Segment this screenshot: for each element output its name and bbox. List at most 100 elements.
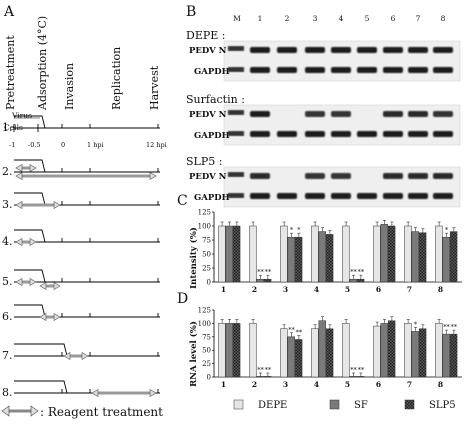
lane-label: M — [233, 14, 241, 23]
bar — [356, 278, 365, 283]
gapdh-band — [383, 193, 403, 199]
virus-step — [14, 159, 46, 173]
significance-mark: ** — [257, 268, 264, 276]
legend-label: DEPE — [258, 400, 287, 411]
bar — [380, 323, 388, 378]
bar — [349, 278, 357, 283]
panel-label-d: D — [177, 291, 188, 307]
stage-label: Harvest — [148, 65, 161, 110]
row-number: 3. — [2, 198, 13, 211]
x-tick-label: 2 — [252, 380, 257, 389]
bar — [449, 231, 458, 283]
schedule-row: 2. — [2, 159, 160, 181]
band-label: GAPDH — [194, 131, 230, 141]
schedule-row: 8. — [2, 380, 160, 399]
time-label: 0 — [61, 141, 65, 149]
y-tick-label: 125 — [198, 209, 211, 217]
lane-label: 5 — [365, 14, 370, 23]
time-label: 1 hpi — [87, 141, 104, 149]
pedv-band — [408, 111, 428, 117]
bar — [449, 333, 458, 378]
marker-band — [228, 67, 244, 72]
bar — [318, 320, 326, 378]
bar — [249, 225, 257, 283]
bar — [404, 225, 412, 283]
double-arrow-icon — [15, 163, 37, 173]
x-tick-label: 3 — [283, 285, 288, 294]
band-label: GAPDH — [194, 193, 230, 203]
bar — [280, 328, 288, 378]
virus-step — [14, 229, 46, 243]
band-label: PEDV N — [189, 46, 227, 56]
gapdh-band — [250, 67, 270, 73]
panel-label-c: C — [177, 193, 188, 209]
gapdh-band — [408, 67, 428, 73]
pedv-band — [277, 47, 297, 53]
chart-d-ylabel: RNA level (%) — [188, 321, 199, 387]
bar — [218, 225, 226, 283]
bar — [311, 225, 319, 283]
bar — [294, 339, 303, 378]
significance-mark: ** — [265, 268, 272, 276]
bar — [411, 331, 419, 378]
bar — [225, 225, 233, 283]
legend-swatch — [329, 399, 340, 410]
bar — [418, 232, 427, 283]
legend-swatch — [233, 399, 244, 410]
pedv-band — [433, 173, 453, 179]
x-tick-label: 8 — [438, 380, 443, 389]
gapdh-band — [357, 67, 377, 73]
x-tick-label: 3 — [283, 380, 288, 389]
y-tick-label: 125 — [198, 307, 211, 315]
lane-label: 2 — [285, 14, 290, 23]
pedv-band — [331, 47, 351, 53]
pedv-band — [331, 111, 351, 117]
gapdh-band — [331, 193, 351, 199]
pedv-band — [433, 47, 453, 53]
gapdh-band — [357, 193, 377, 199]
panel-label-a: A — [3, 4, 15, 20]
y-tick-label: 50 — [202, 251, 211, 259]
blot-group: SLP5 : PEDV N GAPDH — [186, 155, 461, 208]
x-tick-label: 2 — [252, 285, 257, 294]
double-arrow-icon — [1, 405, 39, 417]
lane-label: 6 — [391, 14, 396, 23]
lane-label: 7 — [416, 14, 421, 23]
blot-group: DEPE : PEDV N GAPDH — [186, 29, 461, 82]
significance-mark: * — [297, 226, 301, 234]
pedv-band — [305, 173, 325, 179]
pedv-band — [383, 111, 403, 117]
gapdh-band — [383, 67, 403, 73]
bar — [435, 225, 443, 283]
chart-c-ylabel: Intensity (%) — [188, 227, 199, 289]
significance-mark: ** — [443, 323, 450, 331]
panel-a: A Pretreatment Adsorption (4°C) Invasion Re… — [1, 4, 167, 419]
y-tick-label: 75 — [202, 237, 211, 245]
pedv-band — [250, 111, 270, 117]
significance-mark: ** — [358, 268, 365, 276]
marker-band — [228, 193, 244, 198]
legend-swatch — [404, 399, 415, 410]
gapdh-band — [433, 67, 453, 73]
bar — [218, 323, 226, 378]
bar — [387, 225, 396, 283]
double-arrow-icon — [15, 200, 61, 210]
cells-label: Cells — [4, 123, 23, 132]
schedule-row: 6. — [2, 304, 160, 323]
bar — [287, 236, 295, 283]
schedule-row: 4. — [2, 229, 160, 248]
bar — [418, 328, 427, 378]
y-tick-label: 100 — [198, 320, 211, 328]
pedv-band — [383, 47, 403, 53]
gapdh-band — [408, 193, 428, 199]
gapdh-band — [277, 131, 297, 137]
row-number: 5. — [2, 275, 13, 288]
virus-step — [14, 192, 46, 206]
bar — [263, 278, 272, 283]
marker-band — [228, 172, 244, 177]
gapdh-band — [357, 131, 377, 137]
pedv-band — [357, 47, 377, 53]
